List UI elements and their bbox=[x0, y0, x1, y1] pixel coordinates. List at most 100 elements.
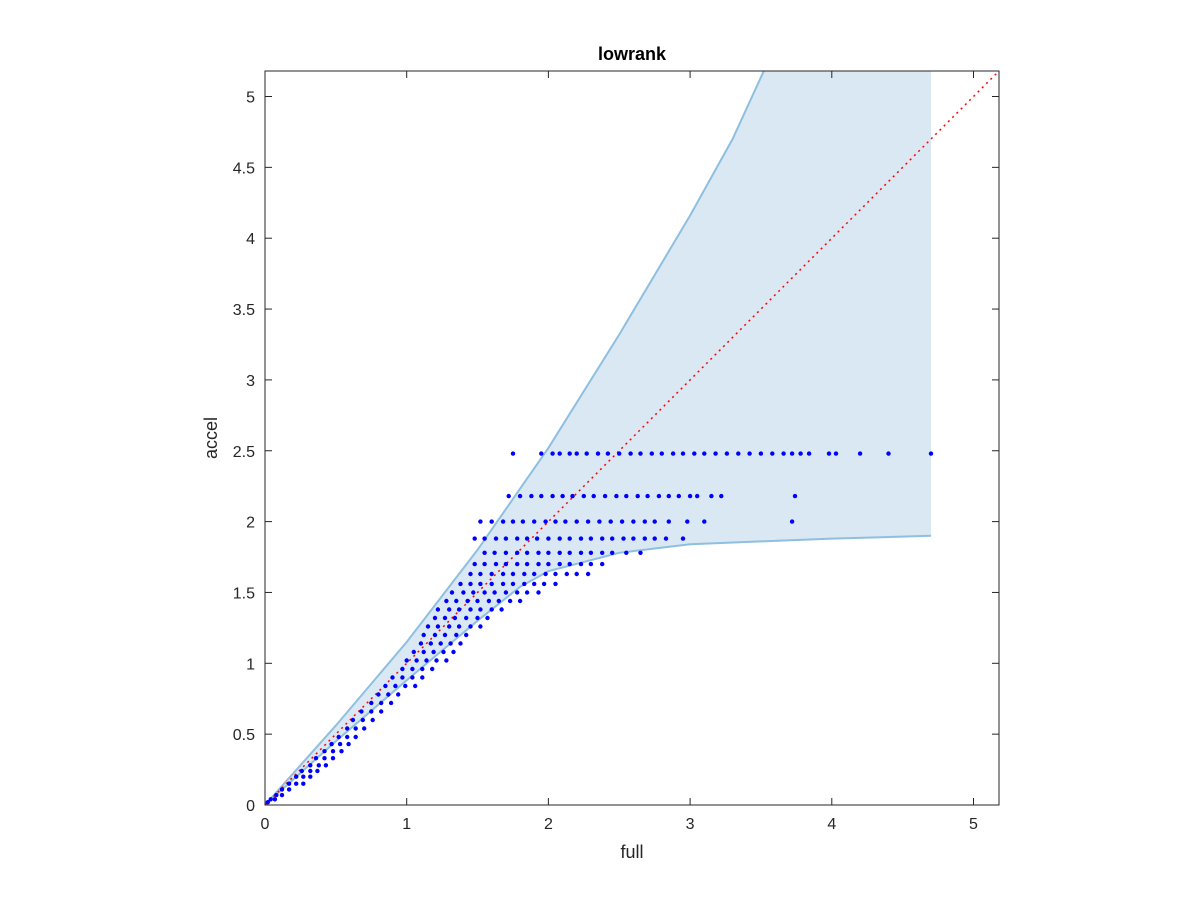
data-point bbox=[524, 590, 530, 595]
data-point bbox=[928, 451, 934, 456]
data-point bbox=[454, 632, 459, 638]
data-point bbox=[676, 493, 681, 499]
data-point bbox=[578, 536, 584, 541]
data-point bbox=[432, 632, 438, 638]
data-point bbox=[524, 550, 530, 555]
data-point bbox=[610, 536, 615, 541]
data-point bbox=[468, 571, 473, 577]
data-point bbox=[680, 451, 686, 456]
y-tick-label: 0.5 bbox=[233, 727, 255, 744]
data-point bbox=[781, 451, 786, 456]
data-point bbox=[532, 571, 537, 577]
data-point bbox=[543, 571, 548, 577]
data-point bbox=[770, 451, 775, 456]
data-point bbox=[403, 683, 408, 689]
data-point bbox=[600, 550, 605, 555]
data-point bbox=[478, 624, 483, 629]
y-tick-label: 3 bbox=[246, 373, 255, 390]
data-point bbox=[308, 763, 313, 768]
data-point bbox=[610, 550, 615, 555]
data-point bbox=[798, 451, 803, 456]
data-point bbox=[410, 675, 415, 680]
data-point bbox=[666, 519, 671, 524]
data-point bbox=[346, 741, 351, 747]
data-point bbox=[353, 726, 358, 731]
y-tick-label: 2 bbox=[246, 515, 255, 532]
data-point bbox=[546, 550, 551, 555]
data-point bbox=[404, 658, 409, 663]
data-point bbox=[588, 550, 594, 555]
data-point bbox=[279, 792, 285, 798]
data-point bbox=[316, 763, 321, 768]
x-tick-label: 2 bbox=[544, 816, 553, 833]
band-lower-edge bbox=[265, 534, 932, 805]
data-point bbox=[493, 536, 499, 541]
data-point bbox=[286, 781, 292, 786]
data-point bbox=[447, 607, 452, 612]
plot-area: 0 1 2 3 4 5 0 0.5 1 1.5 2 2.5 3 3.5 4 4.5 5 bbox=[233, 70, 1000, 833]
data-point bbox=[337, 741, 343, 747]
y-tick-label: 4.5 bbox=[233, 160, 255, 177]
data-point bbox=[421, 649, 426, 655]
data-point bbox=[578, 561, 584, 567]
x-tick-label: 1 bbox=[402, 816, 411, 833]
data-point bbox=[400, 666, 405, 672]
data-point bbox=[685, 519, 690, 524]
data-point bbox=[524, 561, 530, 567]
data-point bbox=[536, 561, 541, 567]
data-point bbox=[370, 717, 375, 723]
data-point bbox=[500, 519, 506, 524]
data-point bbox=[444, 598, 449, 604]
data-point bbox=[265, 800, 270, 805]
data-point bbox=[362, 726, 367, 731]
data-point bbox=[536, 550, 541, 555]
data-point bbox=[489, 607, 494, 612]
data-point bbox=[360, 717, 365, 723]
data-point bbox=[345, 726, 350, 731]
data-point bbox=[608, 519, 613, 524]
data-point bbox=[564, 571, 569, 577]
data-point bbox=[687, 493, 693, 499]
data-point bbox=[652, 519, 657, 524]
data-point bbox=[529, 493, 534, 499]
data-point bbox=[322, 756, 327, 761]
data-point bbox=[515, 536, 520, 541]
data-point bbox=[719, 493, 724, 499]
data-point bbox=[663, 536, 669, 541]
data-point bbox=[578, 550, 584, 555]
data-point bbox=[713, 451, 718, 456]
data-point bbox=[420, 666, 425, 672]
data-point bbox=[557, 550, 562, 555]
x-tick-label: 5 bbox=[969, 816, 978, 833]
data-point bbox=[421, 632, 426, 638]
data-point bbox=[428, 641, 433, 646]
data-point bbox=[485, 615, 490, 621]
data-point bbox=[464, 615, 469, 621]
data-point bbox=[659, 451, 664, 456]
data-point bbox=[339, 749, 344, 754]
data-point bbox=[567, 561, 572, 567]
data-point bbox=[299, 768, 304, 774]
data-point bbox=[345, 734, 350, 740]
data-point bbox=[294, 774, 299, 779]
data-point bbox=[567, 451, 572, 456]
data-point bbox=[435, 624, 441, 629]
data-point bbox=[588, 536, 594, 541]
data-point bbox=[567, 536, 572, 541]
data-point bbox=[496, 598, 501, 604]
data-point bbox=[550, 493, 555, 499]
data-point bbox=[631, 536, 636, 541]
data-point bbox=[584, 451, 589, 456]
data-point bbox=[546, 561, 551, 567]
data-point bbox=[605, 451, 611, 456]
chart-title: lowrank bbox=[598, 44, 667, 64]
data-point bbox=[656, 493, 662, 499]
data-point bbox=[492, 550, 497, 555]
data-point bbox=[468, 581, 473, 587]
data-point bbox=[486, 598, 492, 604]
y-tick-label: 2.5 bbox=[233, 444, 255, 461]
data-point bbox=[323, 763, 329, 768]
y-tick-label: 1 bbox=[246, 656, 255, 673]
y-tick-label: 1.5 bbox=[233, 585, 255, 602]
